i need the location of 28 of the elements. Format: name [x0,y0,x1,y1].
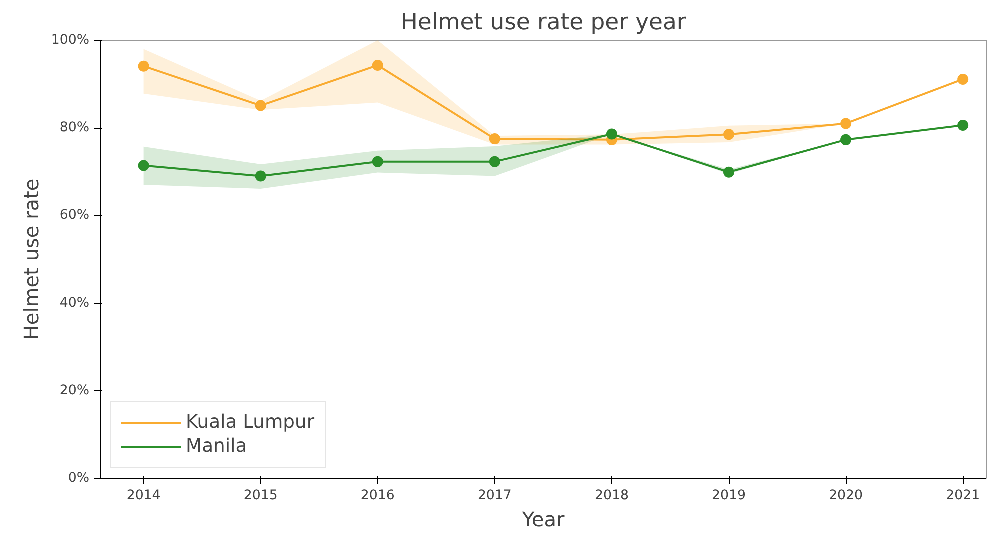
x-tick-label: 2019 [712,488,746,504]
y-tick-label: 20% [60,383,90,398]
x-tick-label: 2021 [946,488,980,504]
point [372,156,384,168]
legend-label: Kuala Lumpur [186,412,315,433]
point [489,156,500,168]
point [255,170,266,182]
x-axis-title: Year [521,508,566,532]
x-tick-label: 2015 [244,488,278,504]
chart-title: Helmet use rate per year [400,10,687,36]
point [724,129,735,140]
point [958,74,969,85]
x-tick-label: 2020 [829,488,864,504]
point [138,60,150,72]
point [372,60,384,71]
x-tick-label: 2017 [478,488,512,504]
y-tick-label: 0% [68,471,90,486]
y-tick-label: 40% [60,296,90,311]
x-tick-label: 2014 [126,488,161,504]
x-tick-label: 2018 [595,488,629,504]
point [958,120,969,131]
y-tick-label: 100% [51,33,90,48]
point [138,160,150,172]
y-tick-label: 60% [60,208,90,224]
y-axis-title: Helmet use rate [19,178,44,340]
x-tick-label: 2016 [360,488,395,504]
legend-label: Manila [186,436,248,457]
y-tick-label: 80% [60,120,90,136]
